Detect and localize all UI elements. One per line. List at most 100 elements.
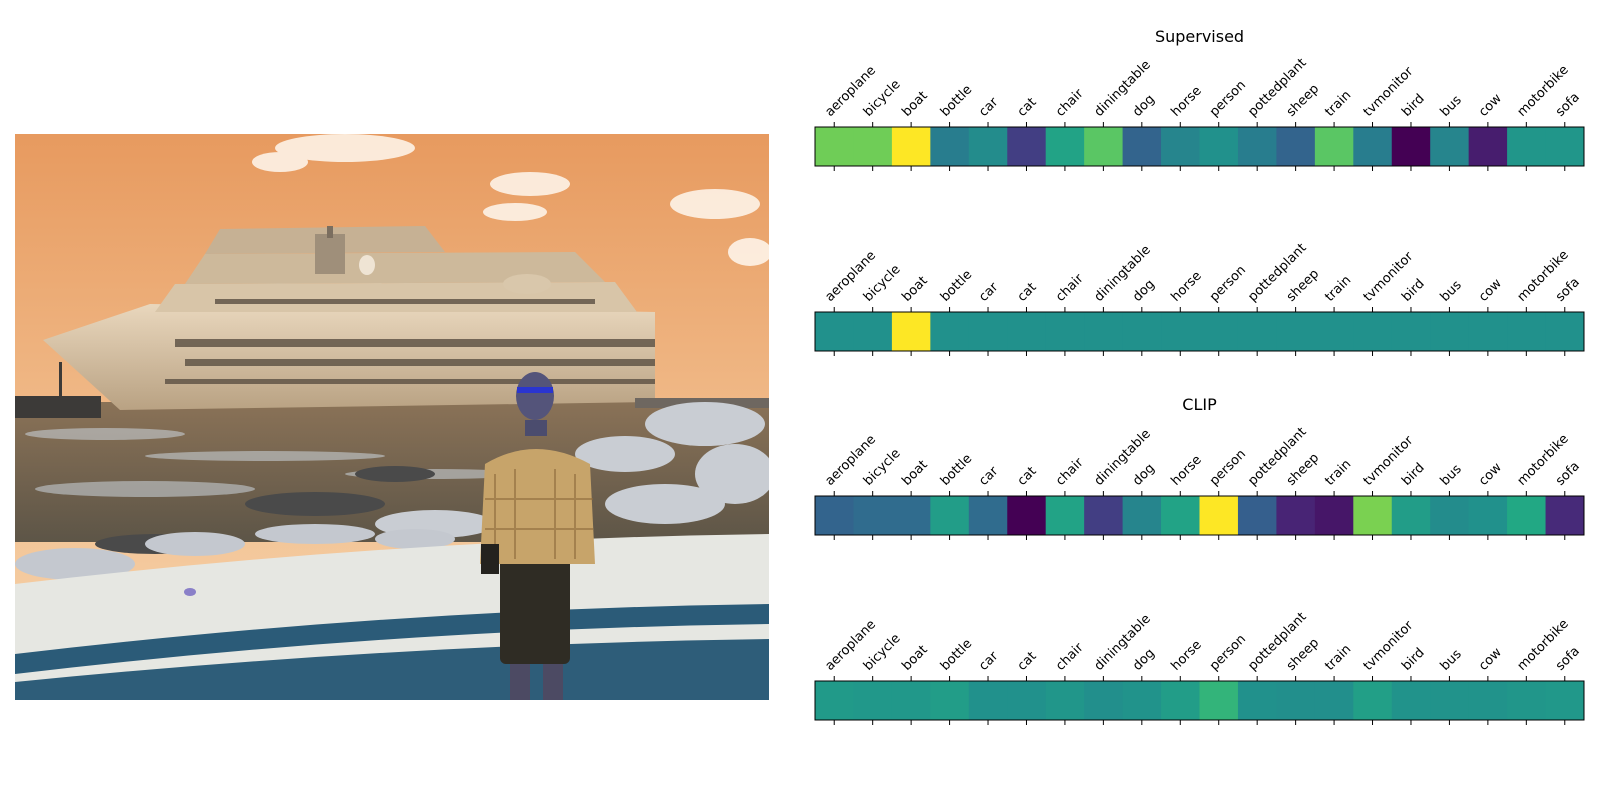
heatmap-cell-bird <box>1391 496 1431 535</box>
heatmap-cell-bus <box>1430 312 1470 351</box>
tick-label-horse: horse <box>1168 638 1204 674</box>
tick-label-bottle: bottle <box>938 636 975 673</box>
heatmap-cell-cow <box>1468 127 1508 166</box>
tick-label-bird: bird <box>1399 276 1427 304</box>
heatmap-cell-motorbike <box>1507 127 1547 166</box>
tick-label-car: car <box>976 648 1002 674</box>
heatmap-cell-bus <box>1430 496 1470 535</box>
heatmap-cell-motorbike <box>1507 496 1547 535</box>
heatmap-cell-tvmonitor <box>1353 127 1393 166</box>
tick-label-sofa: sofa <box>1553 644 1583 674</box>
tick-label-dog: dog <box>1130 461 1158 489</box>
tick-label-cat: cat <box>1015 464 1040 489</box>
heatmap-cell-car <box>968 127 1008 166</box>
heatmap-cell-sheep <box>1276 496 1316 535</box>
heatmap-cell-pottedplant <box>1237 127 1277 166</box>
heatmap-cell-bird <box>1391 312 1431 351</box>
heatmap-cell-cat <box>1007 496 1047 535</box>
heatmap-cell-cow <box>1468 681 1508 720</box>
tick-label-bird: bird <box>1399 91 1427 119</box>
tick-label-cow: cow <box>1476 460 1505 489</box>
heatmap-cell-tvmonitor <box>1353 496 1393 535</box>
panel-title: CLIP <box>1182 395 1217 414</box>
heatmap-cell-car <box>968 681 1008 720</box>
heatmap-cell-person <box>1199 496 1239 535</box>
heatmap-cell-aeroplane <box>815 496 854 535</box>
tick-label-person: person <box>1207 632 1249 674</box>
heatmap-frame <box>814 311 1585 352</box>
heatmap-cell-car <box>968 496 1008 535</box>
tick-label-sofa: sofa <box>1553 459 1583 489</box>
heatmap-cell-cat <box>1007 127 1047 166</box>
tick-label-dog: dog <box>1130 646 1158 674</box>
heatmap-cell-sofa <box>1545 496 1585 535</box>
tick-label-cat: cat <box>1015 95 1040 120</box>
heatmap-cell-train <box>1314 312 1354 351</box>
tick-label-sofa: sofa <box>1553 90 1583 120</box>
tick-label-bird: bird <box>1399 460 1427 488</box>
heatmap-cell-motorbike <box>1507 681 1547 720</box>
tick-label-chair: chair <box>1053 86 1087 120</box>
tick-label-sheep: sheep <box>1284 266 1322 304</box>
heatmap-cell-boat <box>891 127 931 166</box>
heatmap-cell-tvmonitor <box>1353 681 1393 720</box>
heatmap-cell-boat <box>891 312 931 351</box>
heatmap-cell-dog <box>1122 127 1162 166</box>
heatmap-cell-pottedplant <box>1237 312 1277 351</box>
tick-label-person: person <box>1207 78 1249 120</box>
heatmap-cell-bottle <box>930 312 970 351</box>
tick-label-sofa: sofa <box>1553 275 1583 305</box>
tick-label-train: train <box>1322 273 1354 305</box>
tick-label-boat: boat <box>899 89 930 120</box>
heatmap-frame <box>814 495 1585 536</box>
tick-label-bus: bus <box>1438 93 1465 120</box>
tick-label-train: train <box>1322 642 1354 674</box>
heatmap-cell-aeroplane <box>815 312 854 351</box>
heatmap-cell-bird <box>1391 681 1431 720</box>
heatmap-cell-sofa <box>1545 127 1585 166</box>
tick-label-boat: boat <box>899 274 930 305</box>
heatmap-cell-aeroplane <box>815 127 854 166</box>
heatmap-cell-person <box>1199 312 1239 351</box>
cruise-ship-photo <box>15 134 769 700</box>
tick-label-car: car <box>976 279 1002 305</box>
tick-label-train: train <box>1322 88 1354 120</box>
heatmap-cell-bicycle <box>853 496 893 535</box>
tick-label-bottle: bottle <box>938 451 975 488</box>
tick-label-bus: bus <box>1438 462 1465 489</box>
heatmap-cell-diningtable <box>1084 312 1124 351</box>
heatmap-cell-horse <box>1161 127 1200 166</box>
panel-title: Supervised <box>1155 27 1244 46</box>
heatmap-cell-dog <box>1122 496 1162 535</box>
heatmap-cell-boat <box>891 681 931 720</box>
heatmap-cell-sheep <box>1276 127 1316 166</box>
heatmap-cell-horse <box>1161 496 1200 535</box>
heatmap-cell-bottle <box>930 496 970 535</box>
heatmap-cell-bottle <box>930 681 970 720</box>
heatmap-cell-chair <box>1045 496 1085 535</box>
tick-label-chair: chair <box>1053 640 1087 674</box>
tick-label-car: car <box>976 94 1002 120</box>
heatmap-cell-dog <box>1122 312 1162 351</box>
tick-label-sheep: sheep <box>1284 81 1322 119</box>
heatmap-cell-diningtable <box>1084 127 1124 166</box>
tick-label-cow: cow <box>1476 91 1505 120</box>
heatmap-cell-sofa <box>1545 681 1585 720</box>
tick-label-cow: cow <box>1476 276 1505 305</box>
tick-label-boat: boat <box>899 458 930 489</box>
heatmap-cell-chair <box>1045 681 1085 720</box>
tick-label-person: person <box>1207 263 1249 305</box>
tick-label-cat: cat <box>1015 649 1040 674</box>
heatmap-cell-tvmonitor <box>1353 312 1393 351</box>
tick-label-chair: chair <box>1053 271 1087 305</box>
heatmap-cell-pottedplant <box>1237 496 1277 535</box>
heatmap-cell-person <box>1199 127 1239 166</box>
tick-label-sheep: sheep <box>1284 635 1322 673</box>
heatmap-cell-train <box>1314 681 1354 720</box>
heatmap-cell-cat <box>1007 312 1047 351</box>
heatmap-cell-cow <box>1468 496 1508 535</box>
tick-label-boat: boat <box>899 643 930 674</box>
